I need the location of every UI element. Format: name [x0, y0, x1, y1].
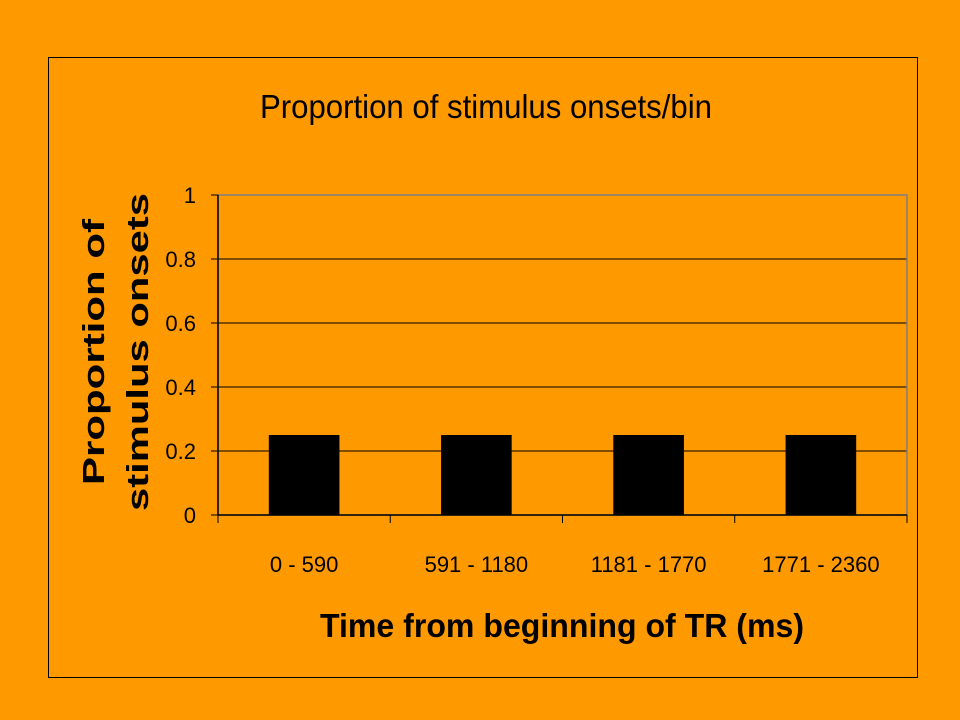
y-tick-label: 0.6 — [165, 311, 196, 336]
x-tick-label: 0 - 590 — [270, 552, 339, 577]
bar — [268, 435, 340, 515]
x-tick-labels: 0 - 590 591 - 1180 1181 - 1770 1771 - 2360 — [270, 552, 880, 577]
gridlines — [218, 194, 907, 452]
x-tick-label: 591 - 1180 — [425, 552, 529, 577]
y-tick-label: 0.4 — [165, 375, 196, 400]
chart-title: Proportion of stimulus onsets/bin — [260, 88, 712, 125]
y-tick-labels: 0 0.2 0.4 0.6 0.8 1 — [165, 183, 196, 528]
bar — [441, 435, 512, 515]
bars — [268, 435, 857, 515]
chart-frame — [48, 57, 918, 678]
bar — [613, 435, 684, 515]
y-tick-label: 0.8 — [165, 247, 196, 272]
bar — [785, 435, 857, 515]
x-tick-label: 1771 - 2360 — [762, 552, 879, 577]
x-tick-label: 1181 - 1770 — [591, 552, 707, 577]
y-axis-title-line-1: Proportion of — [76, 218, 111, 485]
y-axis-title-line-2: stimulus onsets — [120, 193, 155, 511]
y-axis-title: Proportion of stimulus onsets — [76, 193, 155, 511]
y-tick-label: 0 — [184, 503, 196, 528]
y-tick-label: 0.2 — [165, 439, 196, 464]
axes — [211, 194, 908, 523]
y-tick-label: 1 — [184, 183, 196, 208]
x-axis-title: Time from beginning of TR (ms) — [320, 607, 804, 644]
